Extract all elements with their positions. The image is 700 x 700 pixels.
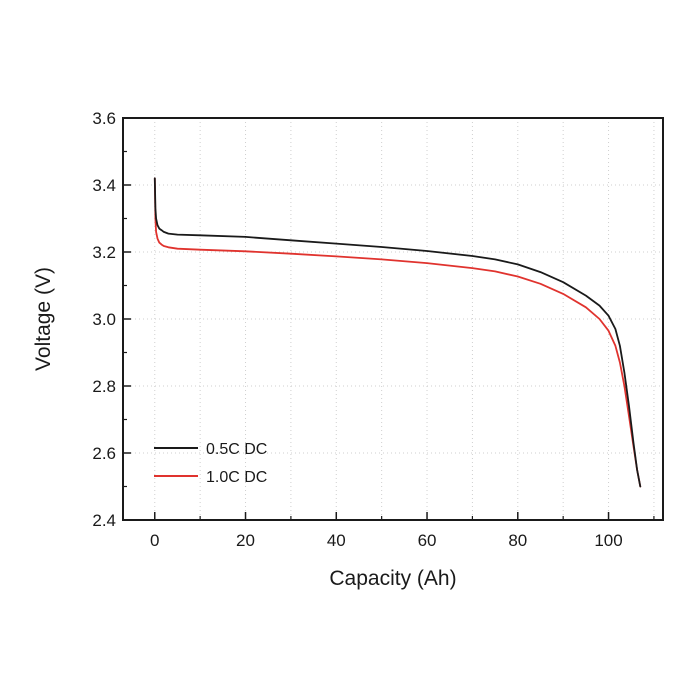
y-tick-label-3-6: 3.6 <box>92 109 116 128</box>
axis-ticks: 0 20 40 60 80 100 2.4 2.6 2.8 3.0 3.2 3.4 3.6 <box>92 109 655 550</box>
x-tick-label-0: 0 <box>150 531 159 550</box>
grid <box>123 118 663 520</box>
series-group <box>153 177 642 488</box>
y-tick-label-3-2: 3.2 <box>92 243 116 262</box>
x-tick-label-80: 80 <box>508 531 527 550</box>
legend-label-0-5c-dc: 0.5C DC <box>206 441 267 458</box>
x-tick-label-40: 40 <box>327 531 346 550</box>
y-tick-label-2-6: 2.6 <box>92 444 116 463</box>
y-tick-label-3: 3.0 <box>92 310 116 329</box>
y-tick-label-2-8: 2.8 <box>92 377 116 396</box>
y-tick-label-2-4: 2.4 <box>92 511 116 530</box>
x-tick-label-20: 20 <box>236 531 255 550</box>
series-line-0-5c-dc <box>153 177 642 488</box>
x-tick-label-60: 60 <box>418 531 437 550</box>
series-line-1-0c-dc <box>153 177 642 488</box>
legend-label-1-0c-dc: 1.0C DC <box>206 469 267 486</box>
x-axis-title: Capacity (Ah) <box>329 567 456 590</box>
y-tick-label-3-4: 3.4 <box>92 176 116 195</box>
x-tick-label-100: 100 <box>594 531 622 550</box>
legend: 0.5C DC 1.0C DC <box>154 441 267 486</box>
y-axis-title: Voltage (V) <box>32 267 55 371</box>
